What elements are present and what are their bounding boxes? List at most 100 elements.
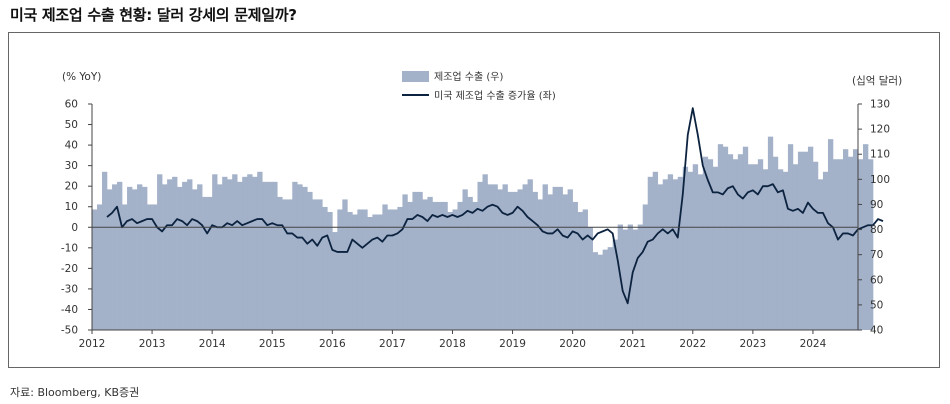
bar xyxy=(422,199,428,330)
x-tick-label: 2024 xyxy=(800,338,827,350)
x-tick-label: 2014 xyxy=(199,338,226,350)
bar xyxy=(637,224,644,330)
bar xyxy=(687,171,694,330)
bar xyxy=(557,186,563,330)
bar xyxy=(387,209,393,330)
bar xyxy=(212,174,218,330)
bar xyxy=(807,146,814,330)
bar xyxy=(442,201,448,330)
bar xyxy=(782,171,789,330)
bar xyxy=(767,136,774,330)
x-tick-label: 2018 xyxy=(439,338,466,350)
bar xyxy=(802,151,809,330)
bar xyxy=(457,201,463,330)
bar xyxy=(252,176,258,330)
bar xyxy=(697,174,704,330)
bar xyxy=(472,201,478,330)
right-tick-label: 130 xyxy=(870,99,890,111)
left-tick-label: -20 xyxy=(61,263,78,275)
bar xyxy=(787,144,794,330)
bar xyxy=(467,196,473,330)
legend: 제조업 수출 (우) 미국 제조업 수출 증가율 (좌) xyxy=(402,70,556,102)
bar xyxy=(217,184,223,330)
bar xyxy=(732,159,739,330)
x-tick-label: 2023 xyxy=(739,338,766,350)
bar xyxy=(107,189,113,330)
x-tick-label: 2020 xyxy=(559,338,586,350)
bar xyxy=(868,159,874,330)
bar xyxy=(117,181,123,330)
bar xyxy=(672,179,679,330)
right-tick-label: 90 xyxy=(870,199,883,211)
bar xyxy=(297,184,303,330)
bar xyxy=(737,154,744,330)
bar xyxy=(452,209,458,330)
x-tick-label: 2021 xyxy=(619,338,646,350)
bar xyxy=(437,201,443,330)
bar xyxy=(362,209,368,330)
bar xyxy=(517,189,523,330)
bar xyxy=(147,204,153,330)
bar xyxy=(567,189,573,330)
bar xyxy=(312,199,318,330)
bar xyxy=(197,184,203,330)
bar xyxy=(582,209,588,330)
axes: 6050403020100-10-20-30-40-50130120110100… xyxy=(61,71,902,350)
chart-title: 미국 제조업 수출 현황: 달러 강세의 문제일까? xyxy=(10,6,297,24)
bar xyxy=(232,174,238,330)
right-tick-label: 100 xyxy=(870,174,890,186)
bar xyxy=(682,166,689,330)
bar xyxy=(122,204,128,330)
bar xyxy=(152,204,158,330)
left-tick-label: 50 xyxy=(65,119,78,131)
bar xyxy=(447,211,453,330)
bar xyxy=(722,146,729,330)
bar xyxy=(132,189,138,330)
bar xyxy=(547,194,553,330)
bar xyxy=(187,179,193,330)
bar xyxy=(562,194,568,330)
bar xyxy=(652,171,659,330)
bar xyxy=(827,139,834,330)
bar xyxy=(797,151,804,330)
bar xyxy=(102,171,108,330)
x-tick-label: 2012 xyxy=(79,338,106,350)
bar xyxy=(632,229,639,330)
left-tick-label: 30 xyxy=(65,160,78,172)
bar xyxy=(592,252,598,330)
bar xyxy=(707,159,714,330)
bar xyxy=(842,149,849,330)
bar xyxy=(607,247,613,330)
bar xyxy=(127,186,133,330)
bar xyxy=(717,144,724,330)
bar xyxy=(267,181,273,330)
right-tick-label: 50 xyxy=(870,299,883,311)
left-tick-label: 0 xyxy=(71,222,78,234)
bar xyxy=(762,169,769,330)
bar xyxy=(667,174,674,330)
bar xyxy=(227,179,233,330)
chart-frame xyxy=(8,32,940,368)
bar xyxy=(572,201,578,330)
bar xyxy=(462,189,468,330)
bar xyxy=(832,159,839,330)
bar xyxy=(642,204,649,330)
x-tick-label: 2016 xyxy=(319,338,346,350)
bar xyxy=(237,181,243,330)
left-tick-label: 10 xyxy=(65,201,78,213)
bar xyxy=(792,164,799,330)
bar xyxy=(477,181,483,330)
bar xyxy=(512,191,518,330)
bar xyxy=(502,184,508,330)
bar xyxy=(822,171,829,330)
bar xyxy=(777,169,784,330)
right-tick-label: 70 xyxy=(870,249,883,261)
bar xyxy=(492,184,498,330)
bar xyxy=(347,211,353,330)
bar xyxy=(627,224,634,330)
bar xyxy=(327,211,333,330)
bar xyxy=(662,179,669,330)
bar xyxy=(587,227,593,330)
bar xyxy=(167,179,173,330)
